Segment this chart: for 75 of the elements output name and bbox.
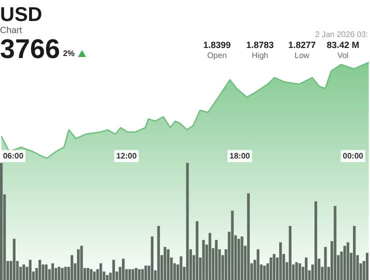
bar bbox=[44, 264, 48, 280]
bar bbox=[334, 206, 336, 280]
chart-title: USD bbox=[0, 4, 42, 26]
bar bbox=[60, 268, 64, 280]
bar bbox=[51, 263, 54, 280]
bar bbox=[86, 268, 90, 280]
bar bbox=[58, 266, 60, 280]
text: Vol bbox=[337, 51, 349, 60]
bar bbox=[54, 268, 58, 280]
bar bbox=[256, 249, 260, 280]
chart-subtitle: Chart bbox=[0, 25, 22, 35]
text: 1.8277 bbox=[288, 40, 316, 50]
bar bbox=[263, 266, 266, 280]
bar bbox=[150, 236, 154, 280]
bar bbox=[240, 236, 244, 280]
bar bbox=[77, 249, 80, 280]
text: 1.8783 bbox=[246, 40, 274, 50]
bar bbox=[298, 263, 302, 280]
bar bbox=[186, 162, 189, 280]
x-tick-label: 12:00 bbox=[116, 151, 138, 160]
bar bbox=[141, 269, 144, 280]
text: Open bbox=[207, 51, 227, 60]
bar bbox=[366, 252, 368, 280]
bar bbox=[215, 240, 218, 280]
bar bbox=[202, 240, 205, 280]
bar bbox=[304, 257, 308, 280]
bar bbox=[272, 254, 276, 280]
bar bbox=[28, 260, 32, 280]
bar bbox=[346, 242, 350, 280]
bar bbox=[70, 255, 74, 280]
bar bbox=[237, 238, 240, 280]
bar bbox=[314, 201, 318, 280]
text: 2 Jan 2026 03: bbox=[315, 30, 368, 39]
x-tick-label: 18:00 bbox=[230, 151, 251, 160]
bar bbox=[138, 269, 141, 280]
bar bbox=[64, 266, 67, 280]
bar bbox=[42, 264, 44, 280]
bar bbox=[144, 266, 148, 280]
bar bbox=[93, 271, 96, 280]
bar bbox=[180, 256, 182, 280]
text: 1.8399 bbox=[203, 40, 231, 50]
bar bbox=[270, 257, 272, 280]
bar bbox=[12, 238, 16, 280]
bar bbox=[22, 264, 26, 280]
text: Low bbox=[294, 51, 310, 60]
text: 83.42 M bbox=[326, 40, 360, 50]
bar bbox=[295, 262, 298, 280]
bar bbox=[343, 246, 346, 280]
bar bbox=[90, 269, 93, 280]
bar bbox=[157, 226, 160, 280]
bar bbox=[112, 260, 115, 280]
bar bbox=[134, 268, 138, 280]
text: 2% bbox=[63, 49, 75, 58]
bar bbox=[324, 246, 327, 280]
bar bbox=[166, 249, 170, 280]
bar bbox=[208, 232, 212, 280]
bar bbox=[132, 269, 134, 280]
bar bbox=[106, 274, 109, 280]
bar bbox=[80, 246, 83, 280]
bar bbox=[279, 242, 282, 280]
x-tick-label: 06:00 bbox=[2, 151, 24, 160]
bar bbox=[288, 226, 292, 280]
bar bbox=[353, 226, 356, 280]
annotation: 3766 bbox=[0, 34, 60, 65]
bar bbox=[247, 193, 250, 280]
bar bbox=[128, 269, 132, 280]
x-tick-label: 00:00 bbox=[342, 151, 364, 160]
bar bbox=[231, 210, 234, 280]
bar bbox=[122, 258, 125, 280]
bar bbox=[164, 246, 166, 280]
bar bbox=[99, 263, 102, 280]
text: High bbox=[252, 51, 268, 60]
bar bbox=[38, 260, 42, 280]
bar bbox=[196, 221, 198, 280]
bar bbox=[0, 162, 3, 280]
